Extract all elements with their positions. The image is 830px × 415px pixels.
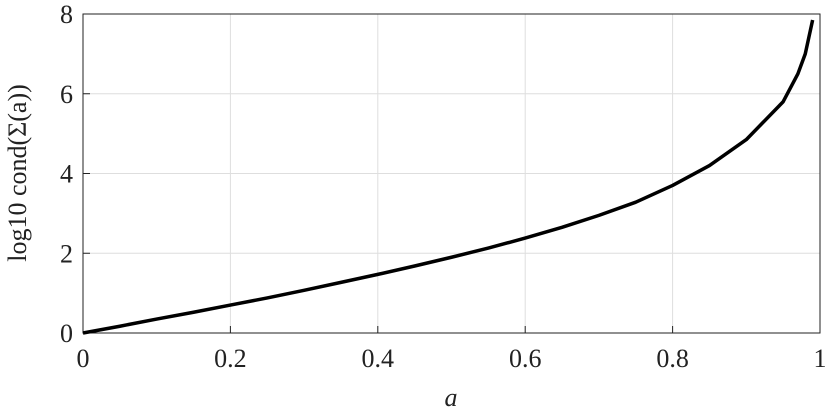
x-tick-label: 0.8 bbox=[656, 344, 689, 373]
data-line bbox=[82, 19, 815, 335]
y-axis-label: log10 cond(Σ(a)) bbox=[3, 84, 32, 262]
x-tick-label: 0.4 bbox=[362, 344, 395, 373]
plot-frame bbox=[82, 13, 821, 334]
y-tick-label: 6 bbox=[60, 80, 73, 109]
y-tick-label: 0 bbox=[60, 319, 73, 348]
y-tick-label: 2 bbox=[60, 239, 73, 268]
y-tick-label: 4 bbox=[60, 160, 73, 189]
x-tick-label: 0.6 bbox=[509, 344, 542, 373]
y-tick-label: 8 bbox=[60, 0, 73, 29]
x-axis-label: a bbox=[445, 383, 458, 412]
x-tick-label: 0 bbox=[77, 344, 90, 373]
x-tick-label: 1 bbox=[814, 344, 827, 373]
x-tick-label: 0.2 bbox=[214, 344, 247, 373]
